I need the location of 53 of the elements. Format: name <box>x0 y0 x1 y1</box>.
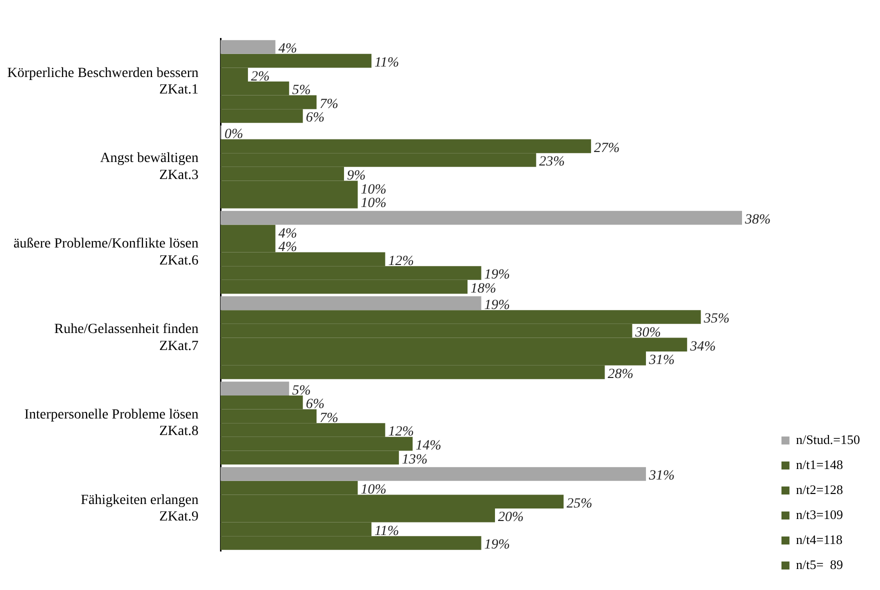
y-tick-label: Interpersonelle Probleme lösen ZKat.8 <box>24 407 198 440</box>
data-label: 13% <box>402 452 428 468</box>
data-label: 12% <box>388 254 414 269</box>
data-label: 10% <box>360 196 386 212</box>
data-label: 19% <box>484 298 510 313</box>
data-label: 30% <box>634 325 661 340</box>
data-label: 31% <box>648 353 675 368</box>
data-label: 10% <box>360 482 386 498</box>
legend-label: n/t1=148 <box>796 456 844 472</box>
data-label: 11% <box>374 524 400 539</box>
data-label: 4% <box>278 240 298 256</box>
data-label: 20% <box>498 510 524 526</box>
data-label: 28% <box>608 366 634 382</box>
bar <box>220 40 276 54</box>
data-label: 12% <box>388 424 414 440</box>
data-label: 25% <box>566 496 592 512</box>
data-label: 0% <box>224 127 244 142</box>
data-label: 14% <box>416 438 442 454</box>
bar <box>220 210 742 225</box>
data-label: 35% <box>702 312 730 327</box>
y-tick-label: äußere Probleme/Konflikte lösen ZKat.6 <box>13 236 198 268</box>
legend-label: n/t5= 89 <box>796 556 844 572</box>
data-label: 4% <box>278 226 298 242</box>
bar <box>220 382 290 396</box>
legend-label: n/Stud.=150 <box>796 432 860 447</box>
data-label: 23% <box>539 154 565 170</box>
data-label: 6% <box>306 110 325 126</box>
data-label: 27% <box>594 140 620 156</box>
data-label: 31% <box>648 468 675 484</box>
y-tick-label: Angst bewältigen ZKat.3 <box>100 151 198 183</box>
data-label: 4% <box>278 42 298 57</box>
data-label: 9% <box>347 168 366 184</box>
data-label: 19% <box>484 538 510 553</box>
y-tick-label: Fähigkeiten erlangen ZKat.9 <box>80 492 198 525</box>
data-label: 18% <box>470 282 496 297</box>
legend-label: n/t4=118 <box>796 532 843 547</box>
legend-label: n/t2=128 <box>796 482 844 497</box>
data-label: 7% <box>320 410 338 426</box>
y-tick-label: Körperliche Beschwerden bessern ZKat.1 <box>7 66 198 98</box>
data-label: 10% <box>360 182 386 198</box>
bar <box>220 296 482 310</box>
data-label: 5% <box>292 83 311 98</box>
data-label: 5% <box>292 383 311 398</box>
data-label: 7% <box>320 96 338 112</box>
data-label: 11% <box>374 55 400 70</box>
bar <box>220 467 646 481</box>
data-label: 34% <box>689 339 716 354</box>
y-tick-label: Ruhe/Gelassenheit finden ZKat.7 <box>54 322 198 354</box>
data-label: 38% <box>744 212 771 228</box>
legend-label: n/t3=109 <box>796 506 844 522</box>
data-label: 19% <box>484 268 510 283</box>
data-label: 2% <box>250 69 270 84</box>
data-label: 6% <box>306 397 325 412</box>
